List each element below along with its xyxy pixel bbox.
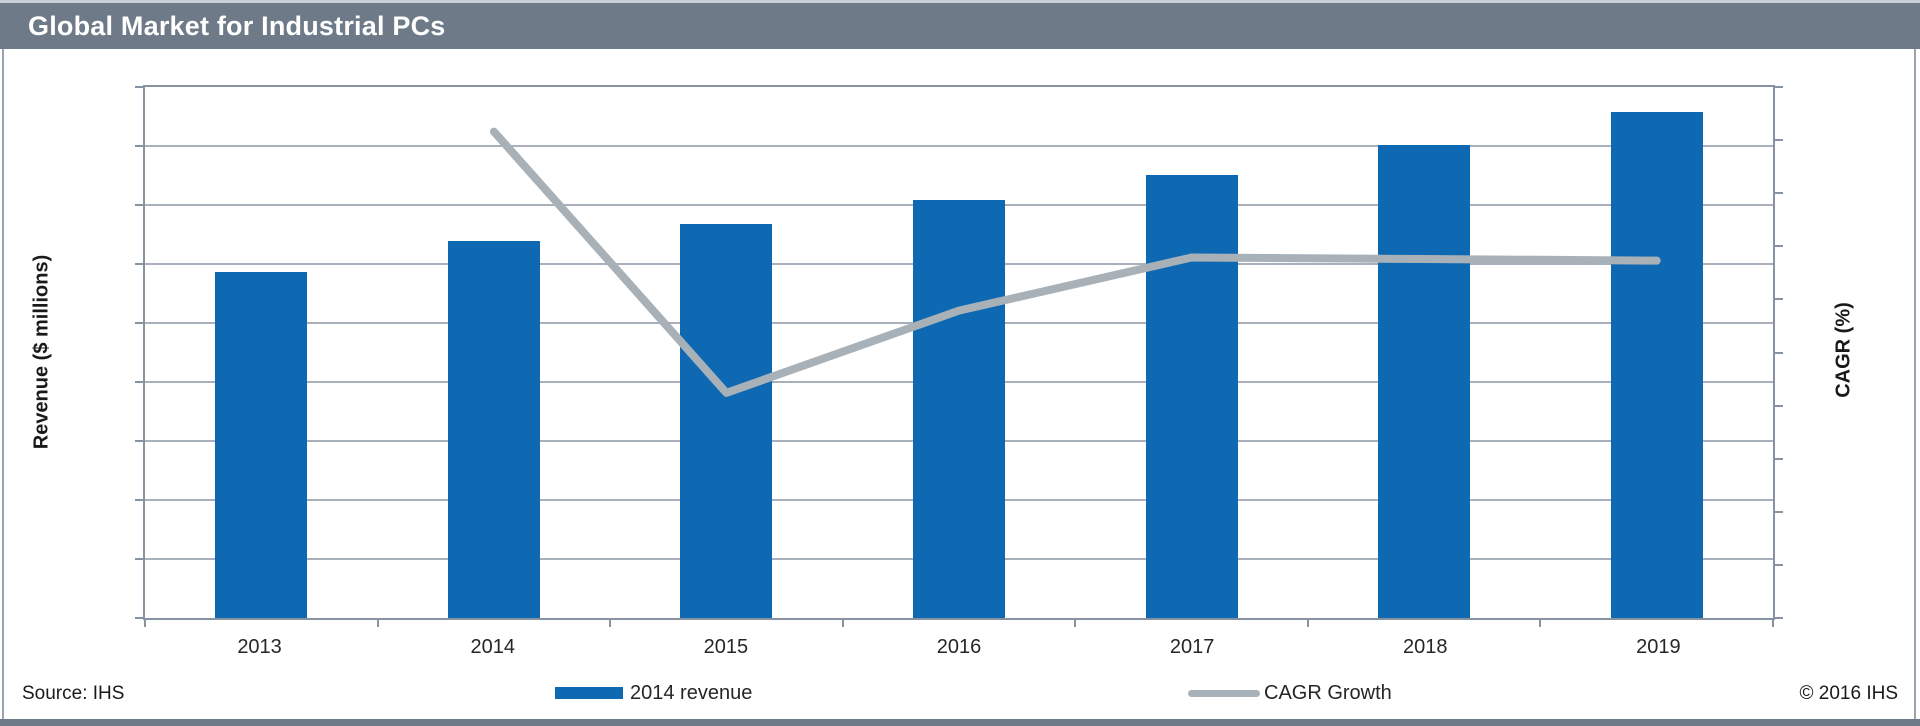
bar-2014 <box>447 241 540 618</box>
left-axis-tick-9 <box>135 617 143 619</box>
bottom-strip <box>0 719 1920 726</box>
right-axis-tick-2 <box>1775 192 1783 195</box>
bar-2016 <box>913 200 1005 618</box>
x-axis-tick-5 <box>1306 618 1309 627</box>
figure-border-right <box>1914 49 1916 719</box>
source-text: Source: IHS <box>22 683 125 704</box>
left-axis-tick-1 <box>135 145 143 147</box>
x-axis-tick-4 <box>1074 618 1077 627</box>
right-axis-tick-4 <box>1775 298 1783 301</box>
cagr-legend-swatch <box>1188 689 1260 697</box>
right-axis-tick-1 <box>1775 139 1783 142</box>
x-axis-label-2017: 2017 <box>1169 636 1215 658</box>
left-axis-tick-2 <box>135 204 143 206</box>
top-strip <box>0 0 1920 3</box>
x-axis-label-2014: 2014 <box>470 636 515 658</box>
x-axis-tick-1 <box>376 618 379 627</box>
revenue-legend-label: 2014 revenue <box>630 681 753 704</box>
x-axis-label-2015: 2015 <box>703 636 749 658</box>
right-axis-tick-6 <box>1775 404 1783 407</box>
legend-item-revenue: 2014 revenue <box>555 680 752 706</box>
figure-border-left <box>2 49 4 719</box>
right-axis-tick-5 <box>1775 351 1783 354</box>
copyright-text: © 2016 IHS <box>1799 683 1899 704</box>
left-axis-tick-3 <box>135 263 143 265</box>
right-axis-tick-9 <box>1775 563 1783 566</box>
plot-area <box>135 85 1783 627</box>
right-axis-tick-7 <box>1775 457 1783 460</box>
cagr-line <box>489 127 1661 397</box>
bar-2019 <box>1610 111 1703 618</box>
left-axis-tick-0 <box>135 86 143 88</box>
title-bar: Global Market for Industrial PCs <box>0 3 1920 49</box>
x-axis-tick-6 <box>1539 618 1542 627</box>
x-axis-tick-0 <box>144 618 146 627</box>
x-axis-labels: 2013 2014 2015 2016 2017 2018 2019 <box>143 632 1775 662</box>
x-axis-label-2013: 2013 <box>237 636 282 658</box>
y-axis-title-left: Revenue ($ millions) <box>30 254 53 450</box>
bar-2018 <box>1378 144 1471 618</box>
x-axis-tick-2 <box>609 618 612 627</box>
bar-2015 <box>680 224 773 618</box>
x-axis-tick-3 <box>841 618 844 627</box>
right-axis-tick-8 <box>1775 510 1783 513</box>
right-axis-tick-0 <box>1775 86 1783 88</box>
left-axis-tick-6 <box>135 440 143 442</box>
cagr-legend-label: CAGR Growth <box>1264 681 1392 704</box>
revenue-legend-swatch <box>555 687 623 699</box>
x-axis-label-2016: 2016 <box>936 636 982 658</box>
x-axis-tick-7 <box>1772 618 1774 627</box>
cagr-line-series <box>489 127 1661 397</box>
x-axis-label-2019: 2019 <box>1636 636 1681 658</box>
right-axis-tick-10 <box>1775 617 1783 619</box>
bar-2013 <box>215 271 308 618</box>
right-axis-tick-3 <box>1775 245 1783 248</box>
x-axis-label-2018: 2018 <box>1403 636 1448 658</box>
left-axis-tick-5 <box>135 381 143 383</box>
left-axis-tick-7 <box>135 499 143 501</box>
left-axis-tick-4 <box>135 322 143 324</box>
bar-2017 <box>1145 174 1238 618</box>
y-axis-title-right: CAGR (%) <box>1832 302 1855 398</box>
left-axis-tick-8 <box>135 558 143 560</box>
chart-title: Global Market for Industrial PCs <box>28 10 446 41</box>
gridline-1 <box>145 145 1773 147</box>
legend-item-cagr: CAGR Growth <box>1188 680 1392 706</box>
